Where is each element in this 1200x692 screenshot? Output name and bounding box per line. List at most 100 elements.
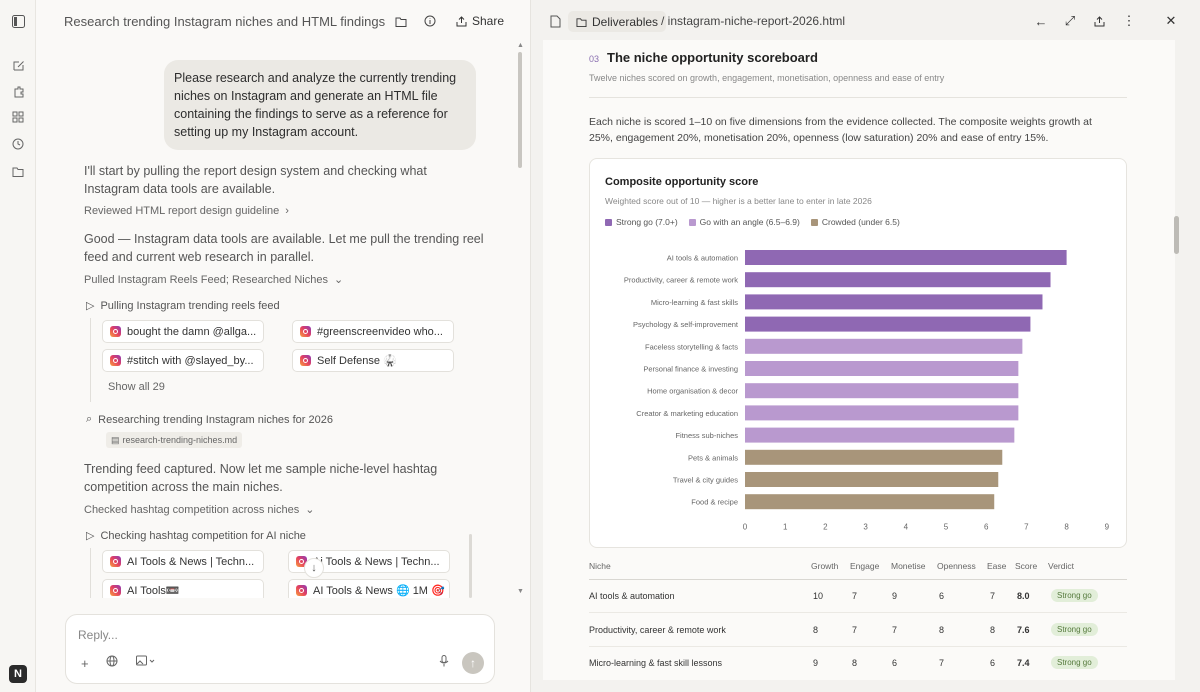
info-icon[interactable]	[423, 14, 437, 28]
file-chip[interactable]: ▤ research-trending-niches.md	[106, 432, 243, 448]
avatar[interactable]: N	[9, 665, 27, 683]
sub-step-label: Checking hashtag competition for AI nich…	[100, 529, 306, 542]
scroll-up-arrow-icon[interactable]: ▲	[517, 42, 524, 49]
bar-label: Faceless storytelling & facts	[645, 342, 738, 351]
inner-scrollbar[interactable]	[469, 534, 472, 598]
hashtag-chip[interactable]: AI Tools & News 🌐 1M 🎯	[288, 579, 450, 598]
section-number: 03	[589, 54, 600, 64]
document-scrollbar[interactable]	[1174, 216, 1179, 254]
chat-scrollbar[interactable]	[518, 52, 522, 168]
col-ease: Ease	[987, 561, 1007, 571]
legend-item-crowded: Crowded (under 6.5)	[810, 217, 900, 227]
step-toggle[interactable]: Reviewed HTML report design guideline ›	[84, 205, 289, 217]
bar	[745, 272, 1051, 288]
reply-composer[interactable]: Reply... + ↑	[65, 614, 495, 684]
tree-line	[90, 548, 91, 598]
col-monetise: Monetise	[891, 561, 926, 571]
x-tick-label: 5	[944, 522, 949, 531]
chat-messages[interactable]: Please research and analyze the currentl…	[36, 42, 530, 598]
show-all-link[interactable]: Show all 29	[108, 381, 165, 393]
step-toggle[interactable]: Checked hashtag competition across niche…	[84, 503, 314, 517]
chat-pane: Research trending Instagram niches and H…	[36, 0, 530, 692]
reply-input[interactable]: Reply...	[78, 628, 118, 642]
bar-label: Productivity, career & remote work	[624, 276, 738, 285]
bar	[745, 316, 1031, 332]
col-niche: Niche	[589, 561, 611, 571]
close-icon[interactable]: ✕	[1165, 13, 1177, 28]
file-chip-label: research-trending-niches.md	[122, 435, 238, 445]
plugins-icon[interactable]	[11, 84, 25, 98]
breadcrumb-folder[interactable]: Deliverables	[568, 11, 667, 32]
bar-label: Food & recipe	[691, 498, 738, 507]
send-button[interactable]: ↑	[462, 652, 484, 674]
legend-label: Strong go (7.0+)	[616, 217, 678, 227]
history-icon[interactable]	[11, 137, 25, 151]
new-chat-icon[interactable]	[11, 58, 25, 72]
reel-chip[interactable]: bought the damn @allga...	[102, 320, 264, 343]
cell-engage: 8	[852, 658, 858, 668]
section-paragraph: Each niche is scored 1–10 on five dimens…	[589, 116, 1092, 144]
hashtag-label: AI Tools & News 🌐 1M 🎯	[313, 585, 445, 597]
image-icon[interactable]	[136, 655, 156, 670]
reel-chip[interactable]: #stitch with @slayed_by...	[102, 349, 264, 372]
legend-label: Crowded (under 6.5)	[821, 217, 900, 227]
legend-item-strong: Strong go (7.0+)	[605, 217, 678, 227]
cell-monetise: 6	[892, 658, 898, 668]
scroll-down-button[interactable]: ↓	[304, 558, 324, 578]
breadcrumb-folder-label: Deliverables	[592, 14, 659, 29]
col-engage: Engage	[850, 561, 880, 571]
plus-icon[interactable]: +	[81, 656, 89, 671]
cell-ease: 8	[990, 625, 996, 635]
cell-growth: 8	[813, 625, 819, 635]
table-divider	[589, 646, 1127, 647]
folder-icon[interactable]	[11, 164, 25, 178]
reel-label: #greenscreenvideo who...	[317, 325, 443, 338]
x-tick-label: 0	[743, 522, 748, 531]
x-tick-label: 8	[1064, 522, 1069, 531]
chart-title: Composite opportunity score	[605, 176, 759, 188]
col-growth: Growth	[811, 561, 839, 571]
hashtag-chip[interactable]: AI Tools📼	[102, 579, 264, 598]
share-button[interactable]: Share	[456, 14, 504, 28]
reel-chip[interactable]: #greenscreenvideo who...	[292, 320, 454, 343]
more-options-icon[interactable]: ⋮	[1122, 13, 1136, 28]
sub-step-label: Researching trending Instagram niches fo…	[98, 413, 333, 426]
chart-subtitle: Weighted score out of 10 — higher is a b…	[605, 196, 872, 206]
bar	[745, 494, 995, 510]
file-icon: ▤	[111, 434, 120, 445]
verdict-badge: Strong go	[1051, 589, 1098, 602]
document-preview[interactable]: 03 The niche opportunity scoreboard Twel…	[543, 40, 1175, 680]
table-divider	[589, 579, 1127, 580]
hashtag-chip[interactable]: AI Tools & News | Techn...	[102, 550, 264, 573]
expand-icon[interactable]: ⤢	[1064, 13, 1076, 28]
sub-step-toggle[interactable]: ▷ Checking hashtag competition for AI ni…	[86, 529, 306, 543]
hashtag-chip[interactable]: Ai Tools & News | Techn...	[288, 550, 450, 573]
assistant-message: I'll start by pulling the report design …	[84, 164, 427, 196]
reel-chip[interactable]: Self Defense 🥋	[292, 349, 454, 372]
cell-niche: Micro-learning & fast skill lessons	[589, 658, 723, 668]
apps-grid-icon[interactable]	[11, 110, 25, 124]
hashtag-label: AI Tools & News | Techn...	[127, 555, 255, 568]
microphone-icon[interactable]	[439, 655, 449, 670]
sub-step-toggle[interactable]: ▷ Pulling Instagram trending reels feed	[86, 299, 280, 313]
back-arrow-icon[interactable]: ←	[1034, 13, 1048, 29]
assistant-message: Good — Instagram data tools are availabl…	[84, 232, 484, 264]
folder-icon	[576, 17, 587, 27]
sidebar-toggle-icon[interactable]	[11, 14, 25, 28]
scroll-down-arrow-icon[interactable]: ▼	[517, 588, 524, 595]
instagram-icon	[110, 326, 121, 337]
bar	[745, 405, 1019, 421]
chevron-right-icon: ›	[285, 205, 289, 217]
cell-monetise: 7	[892, 625, 898, 635]
sub-step-toggle[interactable]: ⌕ Researching trending Instagram niches …	[86, 413, 333, 426]
x-tick-label: 3	[863, 522, 868, 531]
cell-growth: 9	[813, 658, 819, 668]
globe-icon[interactable]	[106, 655, 118, 670]
folder-icon[interactable]	[394, 14, 408, 28]
instagram-icon	[296, 556, 307, 567]
step-toggle[interactable]: Pulled Instagram Reels Feed; Researched …	[84, 273, 343, 287]
instagram-icon	[110, 556, 121, 567]
export-icon[interactable]	[1092, 14, 1106, 28]
chat-title: Research trending Instagram niches and H…	[64, 14, 386, 29]
reel-label: #stitch with @slayed_by...	[127, 354, 254, 367]
